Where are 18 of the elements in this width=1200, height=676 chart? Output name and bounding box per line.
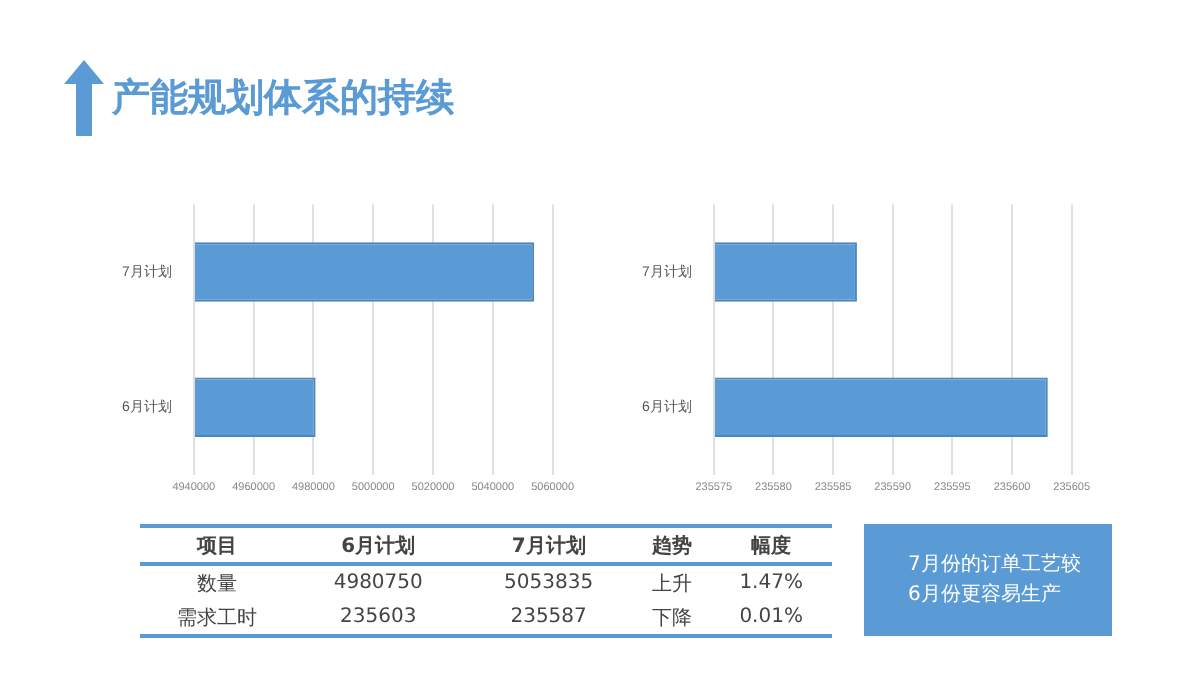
text: 上升 [650, 571, 695, 599]
text: 1.47% [737, 570, 805, 598]
text: 7月份的订单工艺较 [908, 551, 1083, 580]
text: 5053835 [502, 570, 596, 598]
text: 235603 [293, 600, 464, 636]
text: 数量 [194, 571, 239, 599]
text: 需求工时 [140, 600, 294, 636]
text: 4980750 [331, 570, 425, 598]
text: 幅度 [710, 526, 832, 564]
text: 0.01% [710, 600, 832, 636]
text: 6月份更容易生产 [908, 581, 1063, 610]
text: 项目 [140, 526, 294, 564]
text: 7月计划 [463, 526, 634, 564]
text: 下降 [633, 600, 711, 636]
text: 235587 [463, 600, 634, 636]
chart-title: 产能规划体系的持续 [112, 74, 454, 124]
text: 6月计划 [293, 526, 464, 564]
text: 趋势 [633, 526, 711, 564]
